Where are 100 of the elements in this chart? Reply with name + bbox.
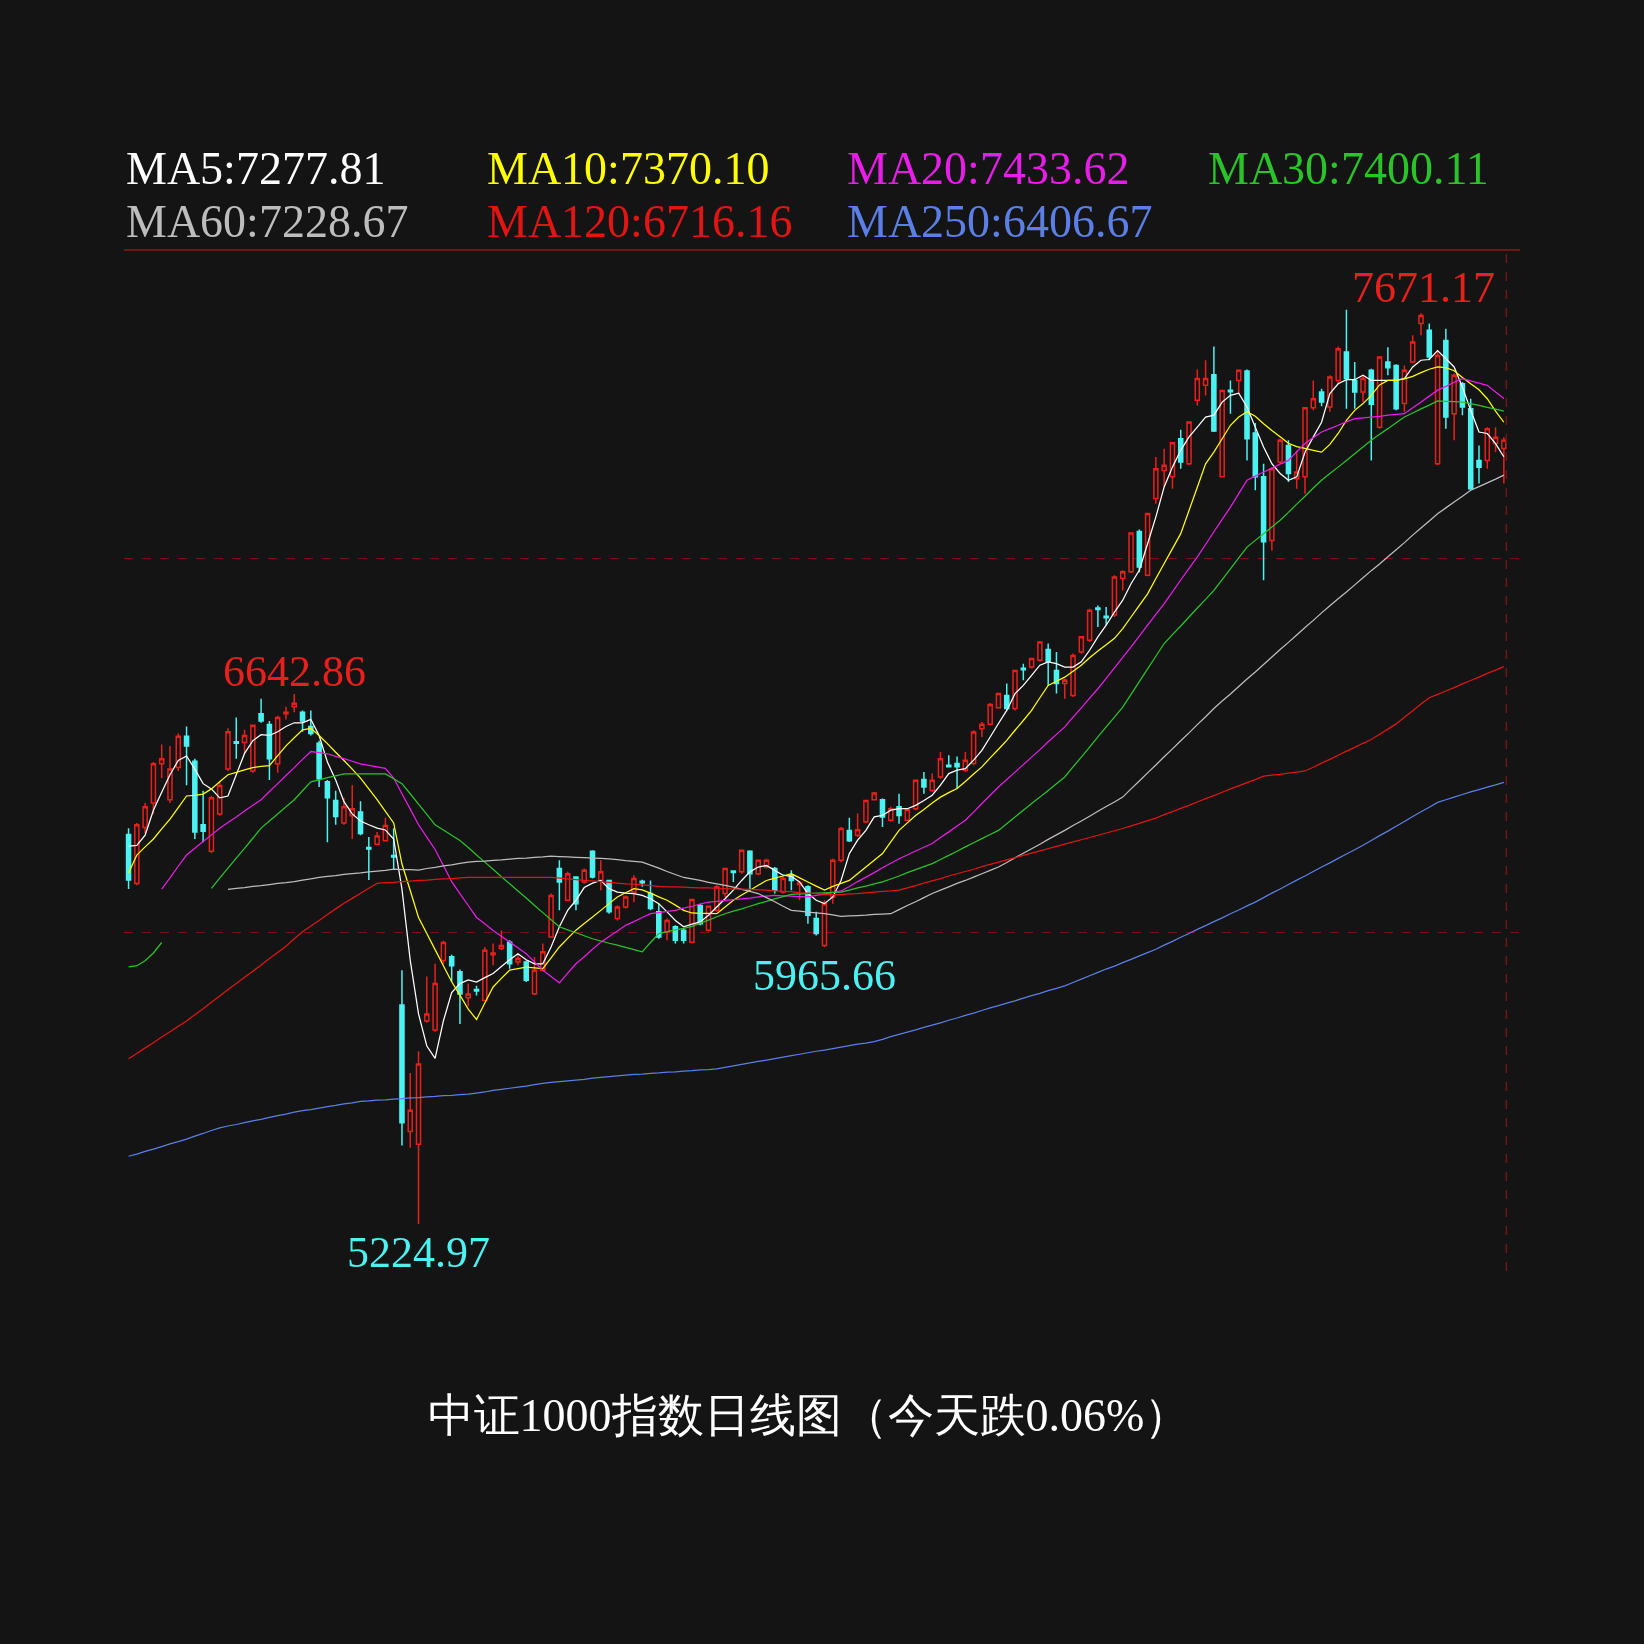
candlestick xyxy=(250,723,256,774)
candlestick xyxy=(134,822,140,887)
candlestick xyxy=(970,729,977,767)
candlestick xyxy=(1037,640,1043,663)
candlestick xyxy=(498,929,505,952)
candlestick xyxy=(200,790,206,844)
candlestick xyxy=(1351,361,1358,410)
candlestick xyxy=(887,806,894,823)
candlestick xyxy=(1177,429,1184,470)
candlestick xyxy=(614,904,621,922)
candlestick xyxy=(838,826,844,863)
candlestick xyxy=(548,892,554,938)
candlestick xyxy=(1269,466,1275,552)
candlestick xyxy=(1492,426,1499,453)
text: MA250:6406.67 xyxy=(847,196,1153,247)
candlestick xyxy=(225,727,231,772)
text: MA20:7433.62 xyxy=(847,143,1130,194)
candlestick xyxy=(1227,379,1234,415)
candlestick xyxy=(1376,355,1383,430)
candlestick xyxy=(680,927,687,945)
candlestick xyxy=(821,899,828,948)
candlestick xyxy=(531,956,538,996)
candlestick xyxy=(1343,308,1350,410)
candlestick xyxy=(1260,463,1267,582)
candlestick xyxy=(829,858,836,905)
candlestick xyxy=(912,778,919,811)
candlestick xyxy=(1003,682,1010,712)
candlestick xyxy=(1078,635,1085,655)
candlestick xyxy=(1318,387,1325,407)
candlestick xyxy=(945,754,952,769)
candlestick xyxy=(440,939,447,965)
candlestick xyxy=(1111,574,1118,618)
text: MA5:7277.81 xyxy=(126,143,386,194)
candlestick xyxy=(1360,374,1366,403)
candlestick xyxy=(780,876,786,895)
candlestick xyxy=(341,797,347,826)
candlestick xyxy=(763,858,770,870)
candlestick xyxy=(1310,379,1317,412)
text: MA60:7228.67 xyxy=(126,196,409,247)
candlestick xyxy=(896,793,902,825)
candlestick xyxy=(332,790,339,826)
candlestick xyxy=(1095,604,1101,628)
candlestick xyxy=(1045,642,1051,687)
candlestick xyxy=(241,729,248,754)
candlestick xyxy=(622,894,629,910)
candlestick xyxy=(564,871,571,902)
candlestick xyxy=(1235,368,1242,395)
candlestick xyxy=(540,942,546,971)
candlestick xyxy=(664,917,670,942)
candlestick xyxy=(432,963,438,1033)
candlestick xyxy=(639,878,645,888)
text: 中证1000指数日线图（今天跌0.06%） xyxy=(427,1390,1191,1442)
candlestick xyxy=(929,772,935,793)
text: MA30:7400.11 xyxy=(1208,143,1489,194)
candlestick xyxy=(175,732,182,772)
candlestick xyxy=(995,692,1002,710)
candlestick xyxy=(1119,569,1126,592)
candlestick xyxy=(366,836,372,881)
candlestick xyxy=(1501,436,1507,485)
candlestick xyxy=(158,743,165,779)
candlestick xyxy=(705,904,712,932)
candlestick xyxy=(1202,359,1209,397)
candlestick xyxy=(283,705,289,721)
candlestick xyxy=(1451,372,1457,441)
candlestick xyxy=(1211,345,1217,433)
candlestick xyxy=(1169,441,1176,490)
candlestick xyxy=(1302,406,1308,495)
candlestick xyxy=(415,1050,422,1225)
candlestick xyxy=(1103,606,1109,626)
candlestick xyxy=(1385,346,1391,376)
candlestick xyxy=(581,867,587,885)
candlestick xyxy=(374,831,380,845)
candlestick xyxy=(1128,531,1134,574)
candlestick xyxy=(258,698,264,724)
candlestick xyxy=(1484,426,1491,470)
candlestick xyxy=(1443,328,1449,430)
candlestick xyxy=(1186,420,1192,467)
candlestick xyxy=(291,693,298,714)
candlestick xyxy=(1061,677,1068,700)
candlestick xyxy=(954,755,960,790)
text: MA10:7370.10 xyxy=(487,143,770,194)
candlestick xyxy=(904,807,911,822)
candlestick xyxy=(216,781,223,817)
candlestick xyxy=(150,761,157,815)
candlestick xyxy=(382,816,389,842)
candlestick xyxy=(937,751,944,780)
candlestick xyxy=(1277,437,1283,465)
candlestick xyxy=(274,714,281,774)
candlestick xyxy=(598,859,604,891)
candlestick xyxy=(987,702,993,727)
candlestick xyxy=(1476,444,1482,485)
candlestick xyxy=(863,798,869,824)
candlestick xyxy=(1401,364,1408,413)
candlestick xyxy=(1194,368,1201,407)
candlestick xyxy=(1012,668,1018,712)
candlestick xyxy=(979,721,985,738)
candlestick xyxy=(1219,389,1225,478)
candlestick xyxy=(349,784,356,840)
candlestick xyxy=(921,771,927,795)
candlestick xyxy=(556,859,563,912)
